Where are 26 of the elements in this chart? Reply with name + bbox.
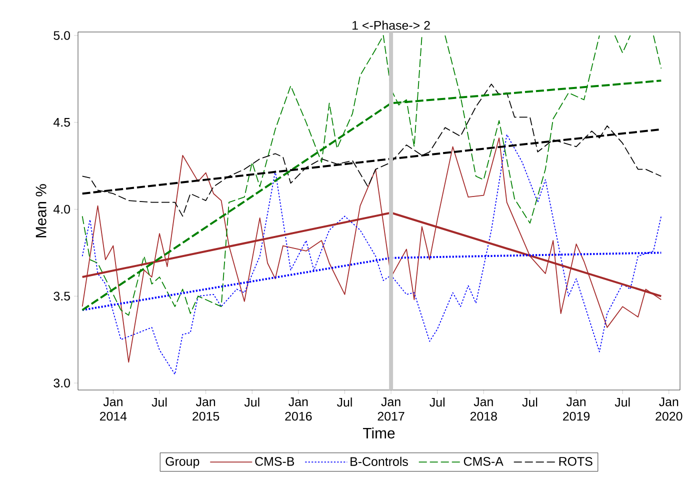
x-tick-label: Jan 2019 [563, 398, 590, 421]
y-tick-label: 4.0 [53, 204, 70, 214]
x-tick-label: Jul [244, 398, 260, 407]
y-tick-label: 4.5 [53, 118, 70, 127]
x-tick-label: Jan 2018 [470, 398, 497, 421]
x-tick-label: Jan 2015 [192, 398, 220, 421]
y-tick-label: 3.5 [54, 292, 70, 301]
legend-label: CMS-B [255, 457, 294, 466]
legend-label: ROTS [559, 457, 592, 466]
x-tick-label: Jan 2017 [378, 398, 404, 421]
y-axis-title: Mean % [36, 184, 46, 238]
x-tick-label: Jul [430, 398, 444, 407]
x-tick-label: Jan 2014 [100, 398, 127, 421]
y-tick-label: 3.0 [54, 378, 70, 388]
x-tick-label: Jul [336, 398, 352, 407]
y-tick-label: 5.0 [54, 31, 70, 40]
x-tick-label: Jul [522, 398, 538, 407]
legend-title: Group [166, 457, 200, 468]
x-axis-title: Time [363, 427, 395, 438]
x-tick-label: Jan 2016 [285, 398, 312, 421]
ref-line-label: 1 <-Phase-> 2 [352, 20, 430, 30]
x-tick-label: Jul [152, 398, 167, 407]
legend-label: CMS-A [464, 457, 504, 466]
legend-label: B-Controls [350, 456, 408, 466]
x-tick-label: Jan 2020 [656, 398, 682, 421]
x-tick-label: Jul [614, 398, 630, 407]
